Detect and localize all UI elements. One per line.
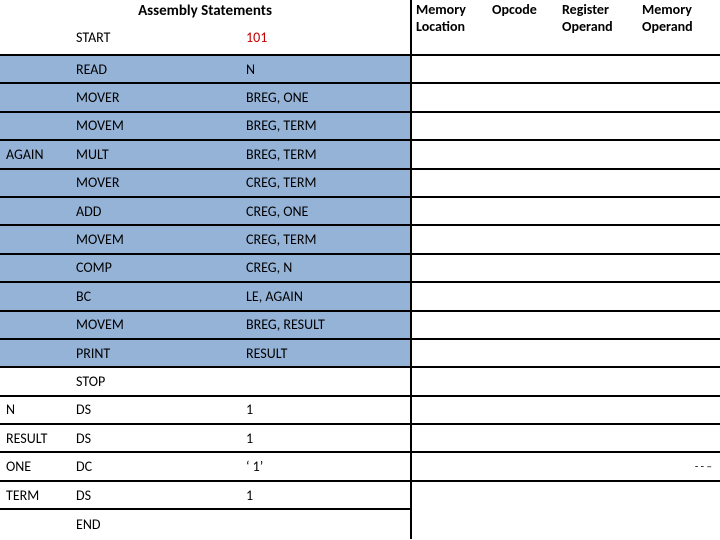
mc-memop: - - – bbox=[638, 460, 720, 473]
asm-row: AGAINMULTBREG, TERM bbox=[0, 141, 410, 169]
asm-row: MOVEMBREG, TERM bbox=[0, 113, 410, 141]
asm-operand: 1 bbox=[240, 401, 410, 418]
asm-row: NDS1 bbox=[0, 397, 410, 425]
asm-mnemonic: MOVER bbox=[70, 174, 240, 191]
assembly-table: Assembly Statements START 101 READNMOVER… bbox=[0, 0, 412, 539]
asm-operand: 1 bbox=[240, 430, 410, 447]
asm-row: MOVERBREG, ONE bbox=[0, 84, 410, 112]
mc-row bbox=[412, 170, 720, 198]
asm-row: STOP bbox=[0, 368, 410, 396]
mc-row: , bbox=[412, 84, 720, 112]
mc-row bbox=[412, 198, 720, 226]
mc-row bbox=[412, 312, 720, 340]
asm-row: PRINTRESULT bbox=[0, 340, 410, 368]
asm-operand: BREG, ONE bbox=[240, 89, 410, 106]
asm-mnemonic: MOVEM bbox=[70, 231, 240, 248]
machine-code-table: MemoryLocation Opcode RegisterOperand Me… bbox=[412, 0, 720, 539]
asm-mnemonic: READ bbox=[70, 61, 240, 78]
asm-row: COMPCREG, N bbox=[0, 255, 410, 283]
asm-row: TERMDS1 bbox=[0, 482, 410, 510]
asm-label: ONE bbox=[0, 458, 70, 475]
asm-operand: RESULT bbox=[240, 345, 410, 362]
mc-row bbox=[412, 113, 720, 141]
asm-row: END bbox=[0, 510, 410, 538]
asm-mnemonic: COMP bbox=[70, 259, 240, 276]
start-operand: 101 bbox=[240, 29, 410, 46]
hdr-opcode: Opcode bbox=[488, 2, 558, 19]
asm-operand: BREG, TERM bbox=[240, 146, 410, 163]
hdr-register-operand: RegisterOperand bbox=[558, 2, 638, 36]
asm-row: ONEDC‘ 1’ bbox=[0, 453, 410, 481]
asm-mnemonic: PRINT bbox=[70, 345, 240, 362]
asm-operand: CREG, N bbox=[240, 259, 410, 276]
hdr-memory-location: MemoryLocation bbox=[412, 2, 488, 36]
page: Assembly Statements START 101 READNMOVER… bbox=[0, 0, 720, 539]
asm-mnemonic: MULT bbox=[70, 146, 240, 163]
asm-mnemonic: DS bbox=[70, 401, 240, 418]
start-row: START 101 bbox=[0, 20, 410, 54]
asm-operand: BREG, TERM bbox=[240, 117, 410, 134]
asm-operand: CREG, ONE bbox=[240, 203, 410, 220]
asm-mnemonic: DS bbox=[70, 487, 240, 504]
asm-mnemonic: STOP bbox=[70, 373, 240, 390]
asm-operand: N bbox=[240, 61, 410, 78]
asm-operand: CREG, TERM bbox=[240, 174, 410, 191]
mc-row: - - – bbox=[412, 453, 720, 481]
asm-mnemonic: MOVEM bbox=[70, 117, 240, 134]
hdr-memory-operand: MemoryOperand bbox=[638, 2, 720, 36]
asm-label: RESULT bbox=[0, 430, 70, 447]
asm-mnemonic: MOVER bbox=[70, 89, 240, 106]
mc-row bbox=[412, 283, 720, 311]
asm-mnemonic: END bbox=[70, 516, 240, 533]
right-header-row: MemoryLocation Opcode RegisterOperand Me… bbox=[412, 0, 720, 56]
mc-regop: , bbox=[558, 91, 638, 104]
asm-operand: ‘ 1’ bbox=[240, 458, 410, 475]
left-header-row: Assembly Statements START 101 bbox=[0, 0, 410, 56]
mc-row bbox=[412, 56, 720, 84]
mc-row bbox=[412, 397, 720, 425]
asm-mnemonic: DC bbox=[70, 458, 240, 475]
asm-row: ADDCREG, ONE bbox=[0, 198, 410, 226]
mc-row bbox=[412, 368, 720, 396]
asm-operand: CREG, TERM bbox=[240, 231, 410, 248]
mc-row bbox=[412, 340, 720, 368]
asm-mnemonic: BC bbox=[70, 288, 240, 305]
start-mnemonic: START bbox=[70, 29, 240, 46]
asm-mnemonic: ADD bbox=[70, 203, 240, 220]
asm-row: BCLE, AGAIN bbox=[0, 283, 410, 311]
asm-row: MOVEMBREG, RESULT bbox=[0, 312, 410, 340]
asm-row: READN bbox=[0, 56, 410, 84]
asm-label: TERM bbox=[0, 487, 70, 504]
mc-row bbox=[412, 141, 720, 169]
mc-row bbox=[412, 255, 720, 283]
asm-mnemonic: MOVEM bbox=[70, 316, 240, 333]
assembly-title: Assembly Statements bbox=[0, 0, 410, 20]
asm-row: MOVERCREG, TERM bbox=[0, 170, 410, 198]
asm-mnemonic: DS bbox=[70, 430, 240, 447]
mc-row bbox=[412, 226, 720, 254]
mc-row bbox=[412, 425, 720, 453]
asm-operand: BREG, RESULT bbox=[240, 316, 410, 333]
asm-label: AGAIN bbox=[0, 146, 70, 163]
asm-row: RESULTDS1 bbox=[0, 425, 410, 453]
asm-label: N bbox=[0, 401, 70, 418]
asm-operand: 1 bbox=[240, 487, 410, 504]
asm-row: MOVEMCREG, TERM bbox=[0, 226, 410, 254]
mc-row bbox=[412, 482, 720, 510]
asm-operand: LE, AGAIN bbox=[240, 288, 410, 305]
